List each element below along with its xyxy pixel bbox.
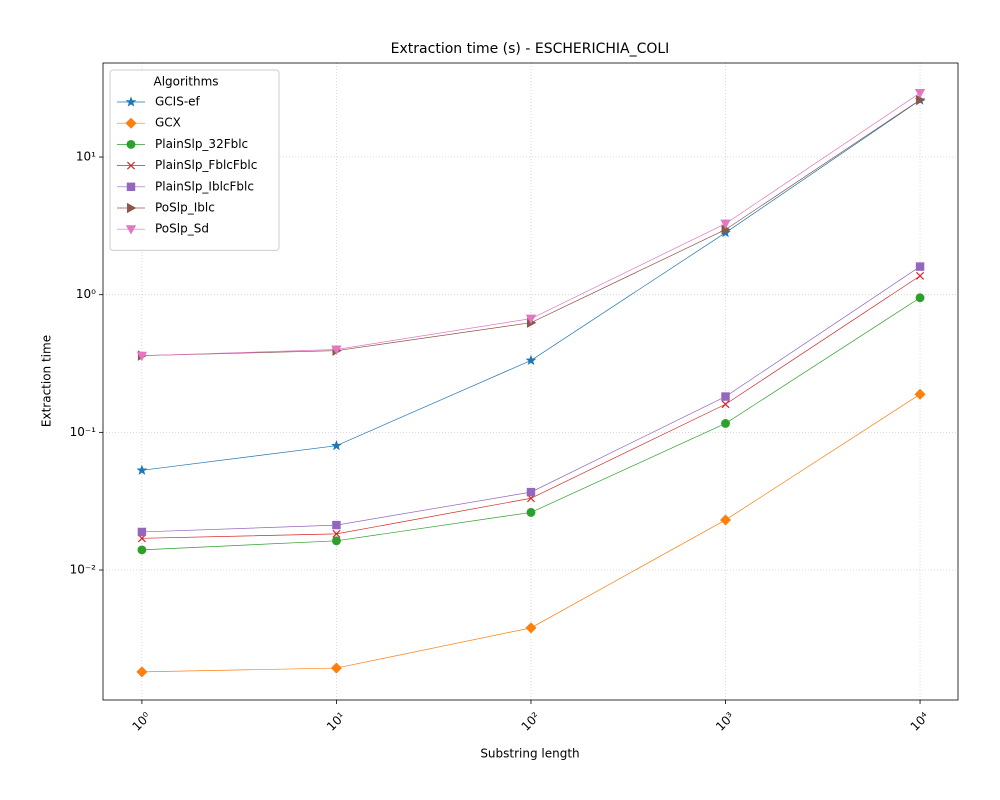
marker xyxy=(125,117,137,129)
legend-label: GCX xyxy=(155,116,181,130)
marker xyxy=(137,527,147,537)
marker xyxy=(126,161,136,170)
marker xyxy=(126,139,136,149)
y-axis-label: Extraction time xyxy=(40,335,54,427)
marker xyxy=(525,354,537,365)
marker xyxy=(914,388,926,400)
x-axis-label: Substring length xyxy=(480,747,579,761)
marker xyxy=(916,94,926,106)
legend-label: PlainSlp_FblcFblc xyxy=(155,158,257,172)
marker xyxy=(525,622,537,634)
legend-label: PlainSlp_IblcFblc xyxy=(155,179,254,193)
marker xyxy=(915,262,925,271)
marker xyxy=(125,225,137,235)
y-tick-label: 10⁻² xyxy=(70,563,97,577)
marker xyxy=(720,219,731,229)
marker xyxy=(719,514,732,526)
chart-title: Extraction time (s) - ESCHERICHIA_COLI xyxy=(391,41,670,57)
marker xyxy=(137,545,147,555)
y-tick-label: 10⁻¹ xyxy=(70,425,97,439)
y-tick-label: 10⁰ xyxy=(76,287,96,301)
plot-frame xyxy=(102,62,959,701)
marker xyxy=(331,440,342,451)
marker xyxy=(331,536,341,546)
y-tick-label: 10¹ xyxy=(76,150,96,164)
legend-label: PoSlp_Sd xyxy=(155,222,209,236)
marker xyxy=(721,400,730,409)
marker xyxy=(721,392,730,401)
marker xyxy=(526,487,536,497)
marker xyxy=(526,507,536,517)
marker xyxy=(915,293,925,303)
marker xyxy=(136,666,148,678)
legend-frame xyxy=(109,69,280,251)
marker xyxy=(332,529,341,538)
marker xyxy=(332,520,341,530)
marker xyxy=(126,182,136,192)
marker xyxy=(136,351,148,362)
legend-label: PoSlp_Iblc xyxy=(155,201,215,215)
marker xyxy=(914,88,926,99)
legend-title: Algorithms xyxy=(153,75,218,89)
legend-label: PlainSlp_32Fblc xyxy=(155,137,248,151)
marker xyxy=(125,96,137,107)
marker xyxy=(721,419,730,428)
marker xyxy=(127,202,137,214)
marker xyxy=(525,314,537,324)
legend-label: GCIS-ef xyxy=(155,95,201,109)
marker xyxy=(331,345,342,355)
marker xyxy=(916,271,925,280)
marker xyxy=(330,662,342,674)
marker xyxy=(136,464,148,475)
